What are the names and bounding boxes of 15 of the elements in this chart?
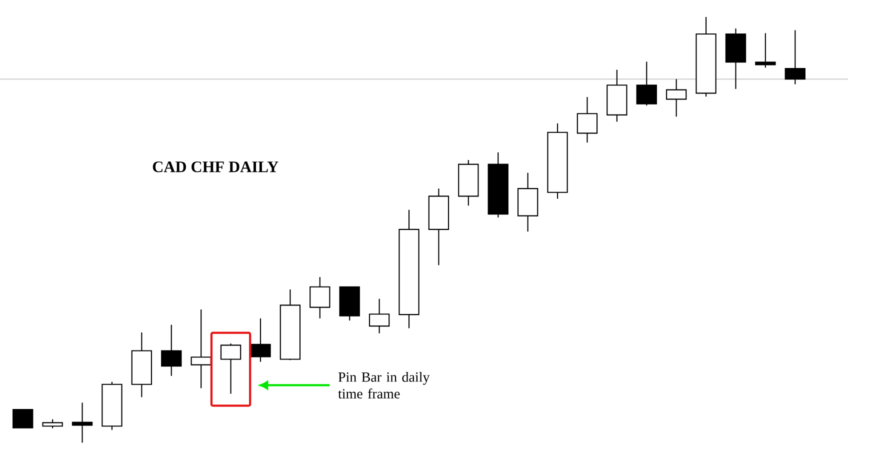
candlestick: [190, 308, 212, 389]
candlestick: [784, 30, 806, 85]
annotation: Pin Bar in daily time frame: [338, 372, 430, 398]
candlestick: [220, 342, 242, 394]
candlestick: [161, 324, 182, 376]
candlestick: [636, 61, 657, 106]
candlestick: [12, 408, 34, 428]
candlestick: [368, 298, 390, 334]
candlestick: [576, 96, 598, 144]
candlestick: [250, 318, 271, 362]
candlestick: [666, 78, 687, 118]
candlestick: [310, 276, 330, 319]
candlestick: [72, 402, 93, 444]
text: CAD CHF DAILY: [152, 161, 278, 172]
candlestick: [755, 32, 776, 68]
